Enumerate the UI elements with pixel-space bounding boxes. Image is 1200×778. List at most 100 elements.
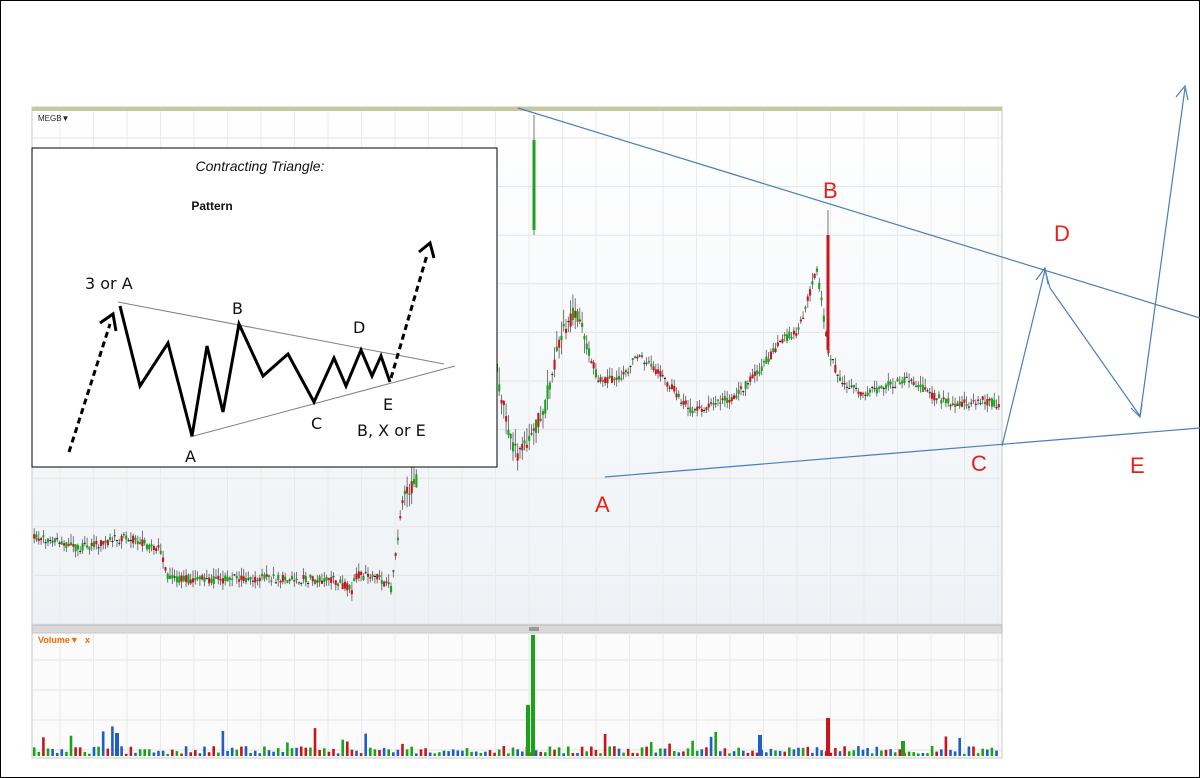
- candle-body: [758, 371, 761, 374]
- candle-body: [769, 351, 772, 360]
- inset-arrow-in-head: [99, 311, 118, 332]
- candle-body: [249, 577, 252, 580]
- candle-body: [594, 369, 597, 378]
- volume-bar: [369, 747, 372, 756]
- volume-bar: [253, 750, 257, 756]
- volume-bar: [990, 747, 994, 756]
- candle-body: [258, 577, 261, 582]
- candle-body: [83, 542, 86, 544]
- candle-body: [622, 372, 625, 375]
- candle-body: [707, 403, 710, 408]
- candle-body: [516, 453, 519, 461]
- candle-body: [638, 355, 641, 357]
- candle-body: [309, 574, 312, 578]
- volume-bar: [323, 748, 326, 756]
- candle-body: [836, 374, 839, 376]
- candle-body: [90, 542, 93, 547]
- candle-body: [786, 334, 789, 341]
- volume-bar: [415, 753, 418, 756]
- candle-body: [274, 582, 277, 584]
- candle-body: [636, 356, 639, 359]
- volume-bar: [295, 747, 298, 756]
- volume-bar: [387, 749, 390, 756]
- candle-body: [726, 398, 729, 403]
- candle-body: [113, 535, 116, 537]
- candle-body: [746, 383, 749, 385]
- splitter-grip[interactable]: [529, 627, 539, 631]
- candle-body: [696, 406, 699, 411]
- candle-body: [802, 317, 805, 319]
- candle-body: [208, 577, 211, 584]
- volume-bar: [51, 749, 54, 756]
- volume-bar: [963, 753, 966, 756]
- candle-body: [951, 403, 954, 405]
- volume-bar: [184, 746, 188, 756]
- candle-body: [970, 402, 973, 404]
- volume-bar: [456, 750, 460, 756]
- ticker-label[interactable]: MEGB▼: [38, 114, 69, 123]
- volume-bar: [585, 751, 588, 756]
- volume-bar: [797, 747, 800, 756]
- inset-label-d: D: [353, 318, 365, 337]
- panel-separator[interactable]: [31, 624, 1003, 634]
- candle-body: [972, 400, 975, 402]
- volume-bar: [447, 751, 450, 756]
- candle-body: [512, 442, 515, 452]
- candle-body: [567, 321, 570, 323]
- volume-bar: [115, 733, 119, 756]
- candle-body: [905, 376, 908, 378]
- volume-close-x[interactable]: x: [85, 635, 90, 645]
- candle-body: [212, 576, 215, 584]
- candle-body: [314, 579, 317, 584]
- volume-bar: [531, 635, 535, 756]
- candle-body: [995, 407, 998, 409]
- candle-body: [265, 574, 268, 577]
- candle-body: [210, 578, 213, 583]
- volume-bar: [659, 748, 662, 756]
- candle-body: [132, 535, 135, 544]
- wave-label-b: B: [823, 178, 838, 203]
- volume-bar: [410, 746, 413, 756]
- candle-body: [221, 578, 224, 584]
- candle-body: [320, 580, 323, 584]
- candle-body: [624, 370, 627, 372]
- volume-bar: [926, 753, 929, 756]
- volume-bar: [69, 735, 73, 756]
- volume-bar: [682, 751, 685, 756]
- candle-body: [387, 582, 390, 584]
- volume-label[interactable]: Volume▼: [38, 635, 79, 645]
- candle-body: [675, 393, 678, 398]
- candle-body: [518, 448, 521, 450]
- volume-bar: [138, 749, 142, 756]
- candle-body: [120, 535, 123, 542]
- volume-bar: [645, 746, 648, 756]
- volume-bar: [907, 751, 911, 756]
- volume-bar: [534, 750, 538, 756]
- volume-bar: [889, 749, 892, 756]
- candle-body: [942, 397, 945, 400]
- volume-bar: [424, 748, 427, 756]
- volume-bar: [700, 749, 704, 756]
- candle-body: [284, 576, 287, 581]
- candle-body: [878, 386, 881, 389]
- candle-body: [288, 579, 291, 581]
- volume-bar: [428, 752, 432, 756]
- candle-body: [196, 577, 199, 580]
- candle-body: [977, 399, 980, 401]
- candle-body: [691, 410, 694, 414]
- wave-label-e: E: [1130, 453, 1145, 478]
- volume-bar: [866, 748, 869, 756]
- volume-bar: [221, 730, 225, 756]
- candle-body: [143, 540, 146, 544]
- inset-arrow-out: [389, 254, 429, 379]
- candle-body: [97, 547, 100, 549]
- candle-body: [988, 398, 991, 401]
- candle-body: [413, 479, 416, 484]
- volume-bar: [392, 752, 395, 756]
- volume-bar: [521, 751, 524, 756]
- volume-bar: [46, 748, 50, 756]
- candle-body: [383, 581, 386, 587]
- candle-body: [40, 538, 43, 541]
- candle-body: [896, 378, 899, 382]
- candle-body: [247, 578, 250, 580]
